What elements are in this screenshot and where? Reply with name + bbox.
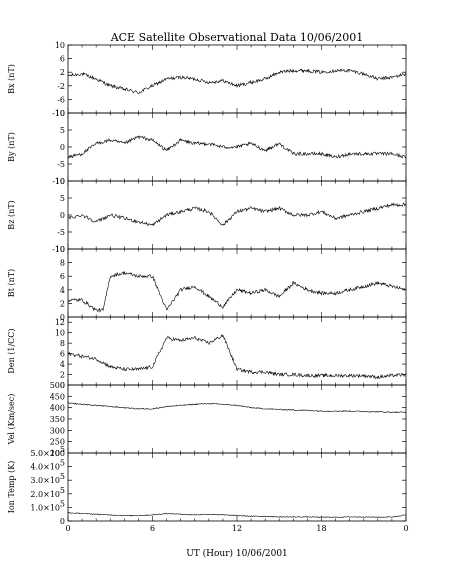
y-tick-label-den: 12 bbox=[55, 318, 65, 327]
series-line-bt bbox=[67, 271, 407, 313]
y-tick-label-den: 4 bbox=[60, 360, 65, 369]
panel-bz: 10 5 0 -5 -10 Bz (nT) bbox=[7, 177, 407, 254]
y-tick-label-bx: 2 bbox=[60, 68, 65, 77]
y-tick-label-by: -10 bbox=[52, 177, 65, 186]
y-axis-label-bx: Bx (nT) bbox=[7, 64, 16, 94]
y-tick-label-temp: 3.0×10 bbox=[30, 476, 60, 485]
x-tick-label: 6 bbox=[150, 524, 155, 533]
panel-temp: 5.0×10 54.0×10 53.0×10 52.0×10 51.0×10 50Ion … bbox=[7, 445, 407, 526]
y-tick-label-den: 10 bbox=[55, 329, 65, 338]
panel-vel: 500 450 400 350 300 250 200 Vel (Km/sec) bbox=[7, 381, 407, 458]
series-line-den bbox=[67, 334, 407, 380]
series-line-bz bbox=[67, 202, 407, 226]
y-tick-label-temp: 4.0×10 bbox=[30, 463, 60, 472]
chart-title: ACE Satellite Observational Data 10/06/2… bbox=[110, 31, 364, 44]
panel-frame-temp bbox=[67, 452, 407, 522]
y-tick-label-bz: 10 bbox=[55, 177, 65, 186]
series-line-temp bbox=[67, 512, 407, 518]
y-axis-label-temp: Ion Temp (K) bbox=[7, 461, 16, 514]
y-tick-label-by: 5 bbox=[60, 126, 65, 135]
y-tick-label-vel: 200 bbox=[50, 449, 65, 458]
y-axis-label-den: Den (1/CC) bbox=[7, 328, 16, 373]
series-line-bx bbox=[67, 68, 407, 94]
x-tick-label: 18 bbox=[316, 524, 326, 533]
y-tick-label-by: -5 bbox=[57, 160, 65, 169]
y-axis-label-bt: Bt (nT) bbox=[7, 269, 16, 297]
series-line-vel bbox=[67, 402, 407, 414]
panel-frame-bx bbox=[67, 44, 407, 114]
y-axis-label-vel: Vel (Km/sec) bbox=[7, 394, 16, 446]
y-tick-label-bz: 5 bbox=[60, 194, 65, 203]
panel-bx: 10 6 2 -2 -6 -10 Bx (nT) bbox=[7, 41, 407, 118]
series-line-by bbox=[67, 135, 407, 159]
y-tick-label-bt: 0 bbox=[60, 313, 65, 322]
y-tick-label-vel: 250 bbox=[50, 438, 65, 447]
y-tick-label-bt: 10 bbox=[55, 245, 65, 254]
y-tick-label-bz: -10 bbox=[52, 245, 65, 254]
y-tick-exponent-temp: 5 bbox=[60, 499, 65, 508]
y-tick-label-bx: -2 bbox=[57, 82, 65, 91]
x-tick-label: 0 bbox=[403, 524, 408, 533]
y-tick-label-temp: 1.0×10 bbox=[30, 503, 60, 512]
y-tick-label-vel: 500 bbox=[50, 381, 65, 390]
y-tick-label-den: 8 bbox=[60, 339, 65, 348]
y-tick-exponent-temp: 5 bbox=[60, 486, 65, 495]
y-tick-label-vel: 350 bbox=[50, 415, 65, 424]
y-tick-label-vel: 450 bbox=[50, 392, 65, 401]
x-tick-label: 0 bbox=[65, 524, 70, 533]
x-tick-label: 12 bbox=[232, 524, 242, 533]
y-tick-label-bt: 6 bbox=[60, 272, 65, 281]
y-tick-label-vel: 300 bbox=[50, 426, 65, 435]
panel-frame-bz bbox=[67, 180, 407, 250]
y-tick-label-temp: 2.0×10 bbox=[30, 490, 60, 499]
y-tick-label-den: 2 bbox=[60, 371, 65, 380]
y-tick-label-bx: 10 bbox=[55, 41, 65, 50]
panel-frame-den bbox=[67, 316, 407, 386]
panels-container: 10 6 2 -2 -6 -10 Bx (nT) 10 5 0 -5 -10 By (nT) 10 5 0 -5… bbox=[7, 41, 409, 533]
y-axis-label-by: By (nT) bbox=[7, 132, 16, 162]
y-tick-label-bt: 8 bbox=[60, 259, 65, 268]
y-tick-exponent-temp: 5 bbox=[60, 472, 65, 481]
y-tick-label-temp: 0 bbox=[60, 517, 65, 526]
y-tick-label-bz: -5 bbox=[57, 228, 65, 237]
y-tick-label-bz: 0 bbox=[60, 211, 65, 220]
y-tick-exponent-temp: 5 bbox=[60, 445, 65, 454]
y-tick-exponent-temp: 5 bbox=[60, 459, 65, 468]
panel-frame-bt bbox=[67, 248, 407, 318]
y-axis-label-bz: Bz (nT) bbox=[7, 200, 16, 229]
panel-frame-vel bbox=[67, 384, 407, 454]
y-tick-label-den: 0 bbox=[60, 381, 65, 390]
y-tick-label-bt: 4 bbox=[60, 286, 65, 295]
y-tick-label-bx: 6 bbox=[60, 55, 65, 64]
y-tick-label-bt: 2 bbox=[60, 299, 65, 308]
y-tick-label-bx: -6 bbox=[57, 95, 65, 104]
y-tick-label-vel: 400 bbox=[50, 404, 65, 413]
x-axis-label: UT (Hour) 10/06/2001 bbox=[186, 548, 288, 559]
y-tick-label-by: 10 bbox=[55, 109, 65, 118]
y-tick-label-bx: -10 bbox=[52, 109, 65, 118]
y-tick-label-by: 0 bbox=[60, 143, 65, 152]
y-tick-label-temp: 5.0×10 bbox=[30, 449, 60, 458]
panel-bt: 10 8 6 4 2 0 Bt (nT) bbox=[7, 245, 407, 322]
panel-by: 10 5 0 -5 -10 By (nT) bbox=[7, 109, 407, 186]
y-tick-label-den: 6 bbox=[60, 350, 65, 359]
